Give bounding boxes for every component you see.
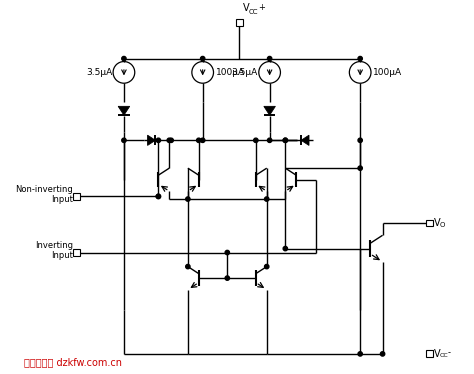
Text: V: V [434,349,441,359]
Circle shape [225,276,229,280]
Circle shape [201,138,205,142]
Circle shape [358,56,362,61]
Bar [426,220,433,226]
Circle shape [283,138,288,142]
Circle shape [122,56,126,61]
Text: Inverting
Input: Inverting Input [35,241,73,260]
Text: 电子开发网 dzkfw.com.cn: 电子开发网 dzkfw.com.cn [24,357,121,367]
Text: 3.5μA: 3.5μA [86,68,112,77]
Text: +: + [258,3,264,12]
Circle shape [156,194,161,199]
Circle shape [197,138,201,142]
Circle shape [201,56,205,61]
Polygon shape [301,135,309,145]
Circle shape [358,352,362,356]
Bar [426,350,433,357]
Polygon shape [264,106,275,115]
Circle shape [283,138,288,142]
Bar [236,19,243,26]
Polygon shape [118,106,130,115]
Text: CC: CC [249,9,258,15]
Text: V: V [243,3,250,13]
Polygon shape [147,135,155,145]
Circle shape [225,250,229,255]
Bar [73,193,80,200]
Circle shape [358,138,362,142]
Circle shape [169,138,173,142]
Circle shape [264,264,269,269]
Circle shape [156,194,161,199]
Text: V: V [434,218,441,228]
Circle shape [283,246,288,251]
Text: CC: CC [440,353,449,358]
Circle shape [381,352,385,356]
Circle shape [122,138,126,142]
Text: -: - [448,349,451,358]
Circle shape [186,264,190,269]
Circle shape [186,197,190,201]
Circle shape [267,138,272,142]
Circle shape [267,56,272,61]
Bar [73,249,80,256]
Text: Non-inverting
Input: Non-inverting Input [15,185,73,204]
Circle shape [167,138,172,142]
Circle shape [264,197,269,201]
Circle shape [156,138,161,142]
Text: O: O [440,222,445,228]
Text: 3.5μA: 3.5μA [232,68,258,77]
Text: 100μA: 100μA [216,68,245,77]
Circle shape [358,166,362,170]
Circle shape [254,138,258,142]
Text: 100μA: 100μA [373,68,402,77]
